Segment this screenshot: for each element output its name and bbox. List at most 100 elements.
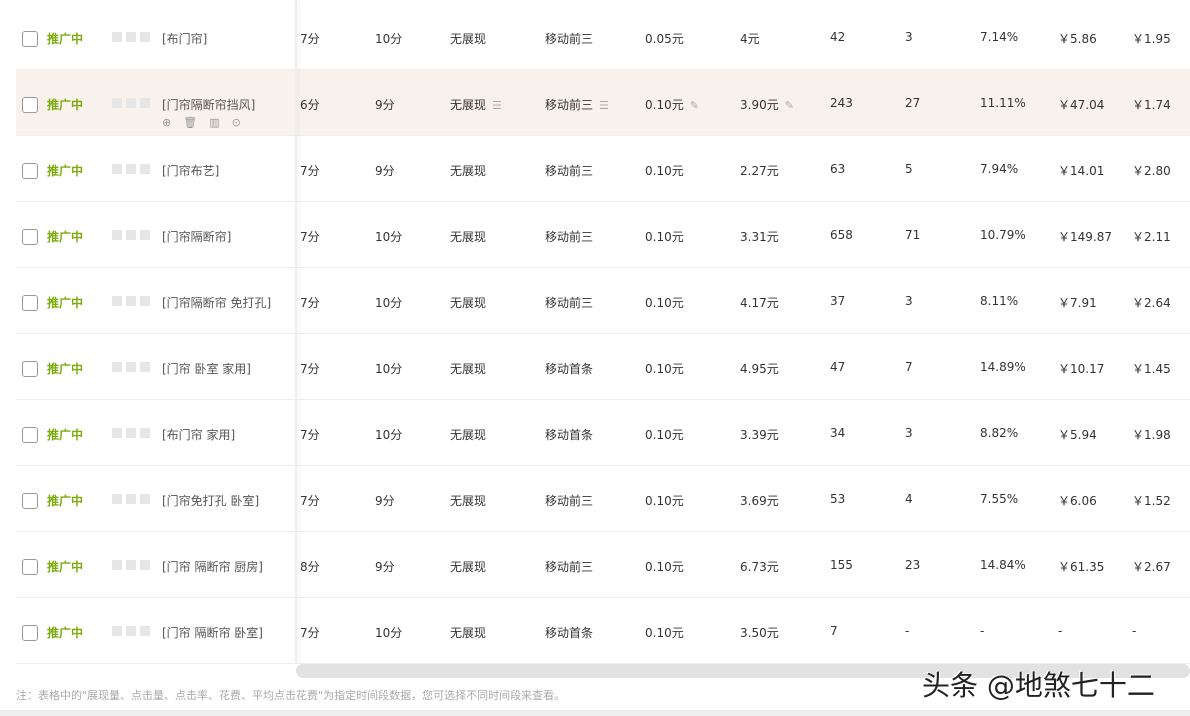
keyword: [门帘 隔断帘 卧室] [162,626,263,640]
cell-value: 10分 [375,32,403,46]
edit-pencil-icon[interactable]: ✎ [689,99,699,112]
cell-value: 8.82% [980,426,1019,440]
cell-c3: 无展现 [450,492,486,509]
cell-c11: - [1132,624,1136,638]
cell-value: 658 [830,228,853,242]
table-row: 推广中 [布门帘] 7分 10分 无展现 移动前三 0.05元 4元 42 3 7.14% ￥5.8… [16,4,1190,70]
target-icon[interactable]: ⊕ [162,116,172,129]
row-checkbox[interactable] [22,229,38,245]
cell-c6: 2.27元 [740,162,779,179]
cell-c2: 10分 [375,426,402,443]
cell-value: 移动前三 [545,230,594,244]
cell-c6: 3.50元 [740,624,779,641]
cell-value: 0.10元 [645,164,684,178]
row-checkbox[interactable] [22,493,38,509]
cell-c8: - [905,624,909,638]
cell-value: 14.84% [980,558,1026,572]
cell-value: 无展现 [450,164,487,178]
keyword: [门帘隔断帘] [162,230,232,244]
row-checkbox[interactable] [22,163,38,179]
keyword: [门帘免打孔 卧室] [162,494,260,508]
row-checkbox[interactable] [22,97,38,113]
cell-value: 10分 [375,362,403,376]
frozen-column-divider [295,0,297,664]
cell-value: 0.10元 [645,626,684,640]
cell-c5: 0.10元 [645,624,684,641]
cell-value: 10分 [375,428,403,442]
more-icon[interactable]: ⊙ [231,116,241,129]
keyword: [门帘隔断帘挡风] [162,98,256,112]
cell-c4: 移动首条 [545,426,593,443]
cell-value: ￥2.67 [1132,560,1171,574]
cell-c8: 3 [905,294,913,308]
cell-c10: - [1058,624,1062,638]
cell-value: 10分 [375,626,403,640]
cell-c7: 53 [830,492,845,506]
cell-c5: 0.10元 [645,492,684,509]
cell-value: 0.10元 [645,428,684,442]
cell-c1: 7分 [300,426,320,443]
status-label: 推广中 [47,296,84,310]
cell-value: 10分 [375,230,403,244]
cell-value: 34 [830,426,846,440]
cell-c4: 移动前三 [545,492,593,509]
cell-value: 8分 [300,560,320,574]
cell-c1: 7分 [300,624,320,641]
cell-value: 4.95元 [740,362,779,376]
list-icon[interactable]: ☰ [492,99,502,112]
row-checkbox[interactable] [22,361,38,377]
cell-value: ￥1.45 [1132,362,1171,376]
row-checkbox[interactable] [22,295,38,311]
cell-value: 47 [830,360,846,374]
keyword: [布门帘 家用] [162,428,236,442]
cell-c11: ￥2.11 [1132,228,1171,245]
cell-c3: 无展现 [450,558,486,575]
cell-value: 无展现 [450,230,487,244]
cell-c1: 7分 [300,294,320,311]
status-label: 推广中 [47,428,84,442]
cell-value: 无展现 [450,428,487,442]
cell-value: 42 [830,30,846,44]
keyword: [门帘 隔断帘 厨房] [162,560,263,574]
status-label: 推广中 [47,626,84,640]
cell-value: 移动首条 [545,428,594,442]
quality-squares [112,32,150,42]
cell-value: ￥2.64 [1132,296,1171,310]
status-label: 推广中 [47,362,84,376]
cell-value: 无展现 [450,32,487,46]
cell-value: 6.73元 [740,560,779,574]
cell-c10: ￥14.01 [1058,162,1104,179]
horizontal-scrollbar[interactable] [296,664,1190,678]
table-row: 推广中 [门帘 卧室 家用] 7分 10分 无展现 移动首条 0.10元 4.95元 47 7 1… [16,334,1190,400]
delete-icon[interactable]: 🗑 [183,116,198,129]
cell-value: 8.11% [980,294,1019,308]
status-label: 推广中 [47,98,84,112]
cell-c8: 4 [905,492,913,506]
cell-value: 7 [905,360,913,374]
cell-value: 53 [830,492,846,506]
cell-c5: 0.10元 [645,360,684,377]
cell-value: 0.05元 [645,32,684,46]
cell-value: 23 [905,558,921,572]
edit-pencil-icon[interactable]: ✎ [784,99,794,112]
chart-icon[interactable]: ▥ [209,116,220,129]
cell-c2: 9分 [375,492,395,509]
bottom-divider [0,710,1190,716]
cell-value: 71 [905,228,921,242]
row-checkbox[interactable] [22,625,38,641]
cell-value: 移动前三 [545,494,594,508]
table-row: 推广中 [门帘免打孔 卧室] 7分 9分 无展现 移动前三 0.10元 3.69元 53 4 7.… [16,466,1190,532]
cell-value: 7分 [300,230,320,244]
cell-value: 移动前三 [545,296,594,310]
cell-c7: 42 [830,30,845,44]
list-icon[interactable]: ☰ [599,99,609,112]
row-checkbox[interactable] [22,31,38,47]
row-checkbox[interactable] [22,559,38,575]
cell-c5: 0.05元 [645,30,684,47]
row-checkbox[interactable] [22,427,38,443]
cell-value: 9分 [375,560,395,574]
cell-c5: 0.10元 [645,558,684,575]
cell-value: ￥47.04 [1058,98,1105,112]
cell-c5: 0.10元 ✎ [645,96,699,113]
quality-squares [112,164,150,174]
